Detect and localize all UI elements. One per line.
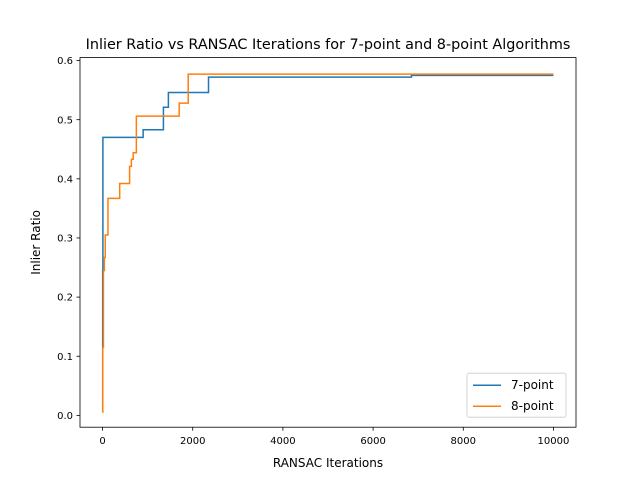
y-tick-label: 0.5 xyxy=(57,115,73,126)
x-axis: 0 2000 4000 6000 8000 10000 xyxy=(99,427,569,447)
x-tick-label: 2000 xyxy=(180,436,205,447)
plot-area xyxy=(79,57,577,428)
y-tick-label: 0.2 xyxy=(57,293,73,304)
y-tick-label: 0.0 xyxy=(57,411,73,422)
x-tick-label: 8000 xyxy=(451,436,476,447)
x-tick-label: 4000 xyxy=(270,436,295,447)
series-line-8-point xyxy=(102,73,554,414)
legend-label: 7-point xyxy=(511,378,554,392)
y-tick-label: 0.1 xyxy=(57,352,73,363)
x-tick-label: 6000 xyxy=(360,436,385,447)
x-axis-label: RANSAC Iterations xyxy=(273,456,383,470)
legend: 7-point 8-point xyxy=(466,372,567,418)
plot-frame xyxy=(79,57,577,428)
y-axis: 0.0 0.1 0.2 0.3 0.4 0.5 0.6 xyxy=(57,56,80,422)
y-tick-label: 0.4 xyxy=(57,174,73,185)
chart-title: Inlier Ratio vs RANSAC Iterations for 7-… xyxy=(86,37,571,53)
x-tick-label: 10000 xyxy=(538,436,570,447)
y-tick-label: 0.3 xyxy=(57,234,73,245)
series-layer xyxy=(101,73,554,414)
y-axis-label: Inlier Ratio xyxy=(29,210,43,275)
y-tick-label: 0.6 xyxy=(57,56,73,67)
legend-label: 8-point xyxy=(511,399,554,413)
x-tick-label: 0 xyxy=(99,436,105,447)
